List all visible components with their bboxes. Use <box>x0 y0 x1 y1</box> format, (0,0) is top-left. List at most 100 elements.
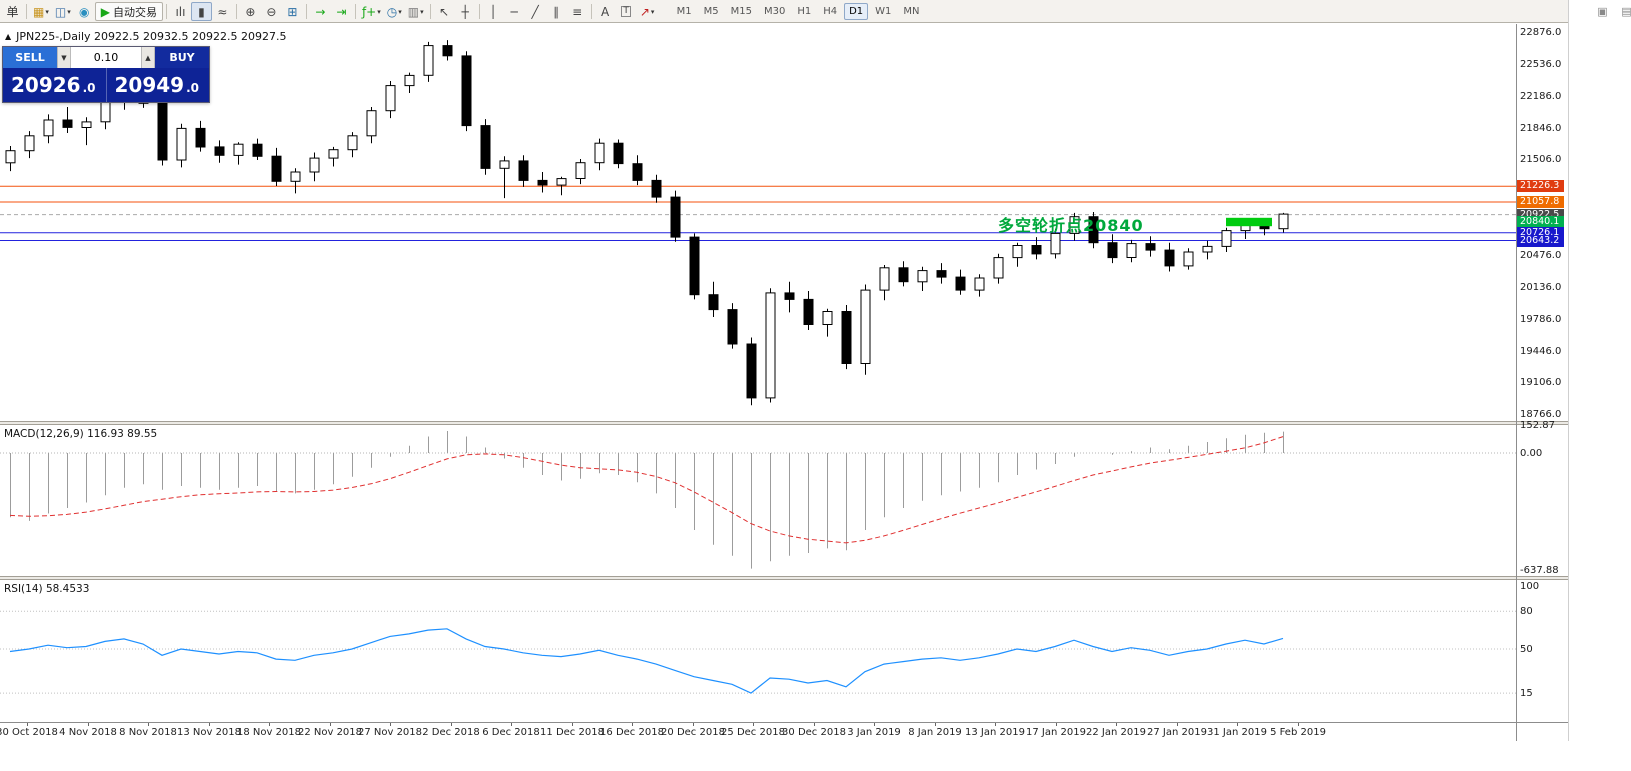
candle-body <box>195 127 206 148</box>
text-label-icon[interactable]: T <box>616 2 637 21</box>
trendline-icon[interactable]: ╱ <box>525 2 546 21</box>
price-scale[interactable]: 22876.0 22536.0 22186.0 21846.0 21506.0 20476… <box>1517 24 1568 421</box>
dropdown-caret-icon[interactable]: ▾ <box>377 7 381 16</box>
refresh-icon[interactable]: ◉ <box>74 2 95 21</box>
candle-body <box>518 160 529 181</box>
timeframe-h4[interactable]: H4 <box>823 6 838 17</box>
candle-body <box>974 277 985 291</box>
vertical-line-icon[interactable]: │ <box>483 2 504 21</box>
time-tick <box>693 723 694 726</box>
time-tick <box>1116 723 1117 726</box>
new-order-button[interactable]: 单 <box>2 2 23 21</box>
pivot-zone-rect <box>1226 217 1272 227</box>
date-label: 20 Dec 2018 <box>661 727 725 738</box>
time-tick <box>148 723 149 726</box>
date-label: 17 Jan 2019 <box>1026 727 1086 738</box>
timeframe-m1[interactable]: M1 <box>676 6 692 17</box>
candle-body <box>841 311 852 364</box>
sell-price[interactable]: 20926 .0 <box>3 68 107 102</box>
candle-body <box>480 125 491 169</box>
dropdown-caret-icon[interactable]: ▾ <box>420 7 424 16</box>
candlestick-chart-icon[interactable]: ▮ <box>190 2 212 21</box>
buy-price[interactable]: 20949 .0 <box>107 68 210 102</box>
timeframe-m30[interactable]: M30 <box>763 6 786 17</box>
window-icon-1[interactable]: ▣ <box>1597 5 1608 18</box>
arrows-icon-glyph: ↗ <box>639 4 650 19</box>
crosshair-icon[interactable]: ┼ <box>455 2 476 21</box>
candle-body <box>822 311 833 325</box>
date-label: 30 Oct 2018 <box>0 727 58 738</box>
dropdown-caret-icon[interactable]: ▾ <box>398 7 402 16</box>
line-chart-icon[interactable]: ≈ <box>212 2 233 21</box>
main-chart-pane: ▲ JPN225-,Daily 20922.5 20932.5 20922.5 … <box>0 24 1568 421</box>
candle-body <box>898 267 909 283</box>
bar-chart-icon[interactable]: ılı <box>170 2 191 21</box>
rsi-scale-label: 50 <box>1520 644 1533 655</box>
candle-body <box>936 270 947 278</box>
date-label: 22 Jan 2019 <box>1086 727 1146 738</box>
pivot-annotation-text: 多空轮折点20840 <box>998 216 1144 235</box>
timeframe-w1[interactable]: W1 <box>875 6 892 17</box>
pane-separator[interactable] <box>0 576 1568 580</box>
candle-body <box>1107 242 1118 259</box>
buy-price-frac: .0 <box>186 81 200 95</box>
candle-body <box>727 309 738 345</box>
dropdown-caret-icon[interactable]: ▾ <box>45 7 49 16</box>
window-icon-2[interactable]: ▤ <box>1621 5 1631 18</box>
time-axis[interactable]: 30 Oct 2018 4 Nov 2018 8 Nov 2018 13 Nov 20… <box>0 722 1568 741</box>
price-tick-label: 22536.0 <box>1520 59 1562 70</box>
templates-icon[interactable]: ▥ ▾ <box>405 2 427 21</box>
tile-windows-icon[interactable]: ⊞ <box>282 2 303 21</box>
chart-shift-icon-glyph: ⇥ <box>336 4 347 19</box>
dropdown-caret-icon[interactable]: ▾ <box>67 7 71 16</box>
timeframe-d1[interactable]: D1 <box>844 3 869 20</box>
crosshair-icon-glyph: ┼ <box>461 4 469 19</box>
candle-body <box>746 343 757 399</box>
candle-body <box>81 121 92 129</box>
buy-button[interactable]: BUY <box>155 47 209 68</box>
zoom-out-icon[interactable]: ⊖ <box>261 2 282 21</box>
sell-button[interactable]: SELL <box>3 47 57 68</box>
autotrading-button[interactable]: ▶ 自动交易 <box>94 2 163 21</box>
timeframe-h1[interactable]: H1 <box>797 6 812 17</box>
periods-icon[interactable]: ◷ ▾ <box>384 2 405 21</box>
profiles-icon[interactable]: ◫ ▾ <box>52 2 74 21</box>
time-tick <box>390 723 391 726</box>
toolbar-separator <box>26 4 27 19</box>
auto-scroll-icon[interactable]: → <box>310 2 331 21</box>
timeframe-m5[interactable]: M5 <box>703 6 719 17</box>
time-tick <box>330 723 331 726</box>
candle-body <box>765 292 776 399</box>
lot-increase-button[interactable]: ▲ <box>141 47 155 68</box>
chart-shift-icon[interactable]: ⇥ <box>331 2 352 21</box>
candle-body <box>461 55 472 127</box>
price-tick-label: 21506.0 <box>1520 154 1562 165</box>
new-chart-icon[interactable]: ▦ ▾ <box>30 2 52 21</box>
cursor-icon[interactable]: ↖ <box>434 2 455 21</box>
macd-canvas[interactable] <box>0 425 1516 576</box>
lot-size-input[interactable] <box>71 47 141 68</box>
indicators-icon[interactable]: ƒ+ ▾ <box>359 2 384 21</box>
toolbar: 单 ▦ ▾ ◫ ▾ ◉ ▶ 自动交易 ılı ▮ ≈ ⊕ ⊖ ⊞ → ⇥ ƒ+ ▾ ◷ ▾ ▥ ▾ ↖ ┼ │ ─ ╱ ∥ ≡ A T ↗ ▾ M… <box>0 0 1568 23</box>
candle-body <box>670 196 681 238</box>
timeframe-m15[interactable]: M15 <box>730 6 752 17</box>
timeframe-mn[interactable]: MN <box>903 6 920 17</box>
rsi-canvas[interactable] <box>0 580 1516 722</box>
dropdown-caret-icon[interactable]: ▾ <box>650 7 655 16</box>
horizontal-line-icon[interactable]: ─ <box>504 2 525 21</box>
channel-icon[interactable]: ∥ <box>546 2 567 21</box>
arrows-icon[interactable]: ↗ ▾ <box>637 2 658 21</box>
rsi-scale-label: 15 <box>1520 688 1533 699</box>
candle-body <box>594 142 605 164</box>
pane-separator[interactable] <box>0 421 1568 425</box>
zoom-in-icon[interactable]: ⊕ <box>240 2 261 21</box>
lot-decrease-button[interactable]: ▼ <box>57 47 71 68</box>
main-chart-canvas[interactable] <box>0 24 1516 421</box>
macd-scale: 152.87 0.00 -637.88 <box>1517 420 1568 576</box>
toolbar-separator <box>235 4 237 19</box>
fibonacci-icon[interactable]: ≡ <box>567 2 588 21</box>
candle-body <box>62 119 73 128</box>
text-icon[interactable]: A <box>595 2 616 21</box>
one-click-collapse-icon[interactable]: ▲ <box>5 32 12 41</box>
